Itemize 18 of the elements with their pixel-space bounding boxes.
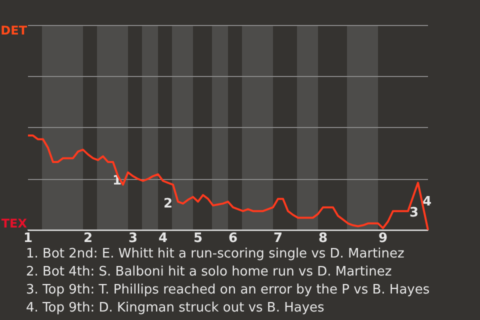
annotation: 4	[422, 194, 432, 210]
annotation: 3	[409, 205, 419, 220]
ref-line-label: DET	[0, 24, 28, 38]
x-tick-label: 7	[273, 231, 283, 246]
text: 1. Bot 2nd: E. Whitt hit a run-scoring single vs D. Martinez	[26, 246, 405, 262]
text: 4. Top 9th: D. Kingman struck out vs B. Hayes	[26, 300, 325, 316]
x-tick-label: 3	[128, 231, 138, 246]
x-tick-label: 2	[83, 231, 93, 246]
text: 3. Top 9th: T. Phillips reached on an error by the P vs B. Hayes	[26, 282, 430, 298]
x-tick-label: 5	[193, 231, 203, 246]
x-tick-label: 1	[23, 231, 33, 246]
x-tick-label: 9	[378, 231, 388, 246]
ref-line-label: TEX	[1, 216, 28, 231]
text: 2. Bot 4th: S. Balboni hit a solo home run vs D. Martinez	[26, 264, 392, 280]
annotation: 2	[163, 196, 173, 212]
x-tick-label: 4	[158, 231, 168, 246]
x-tick-label: 8	[318, 231, 328, 246]
x-tick-label: 6	[228, 231, 238, 246]
